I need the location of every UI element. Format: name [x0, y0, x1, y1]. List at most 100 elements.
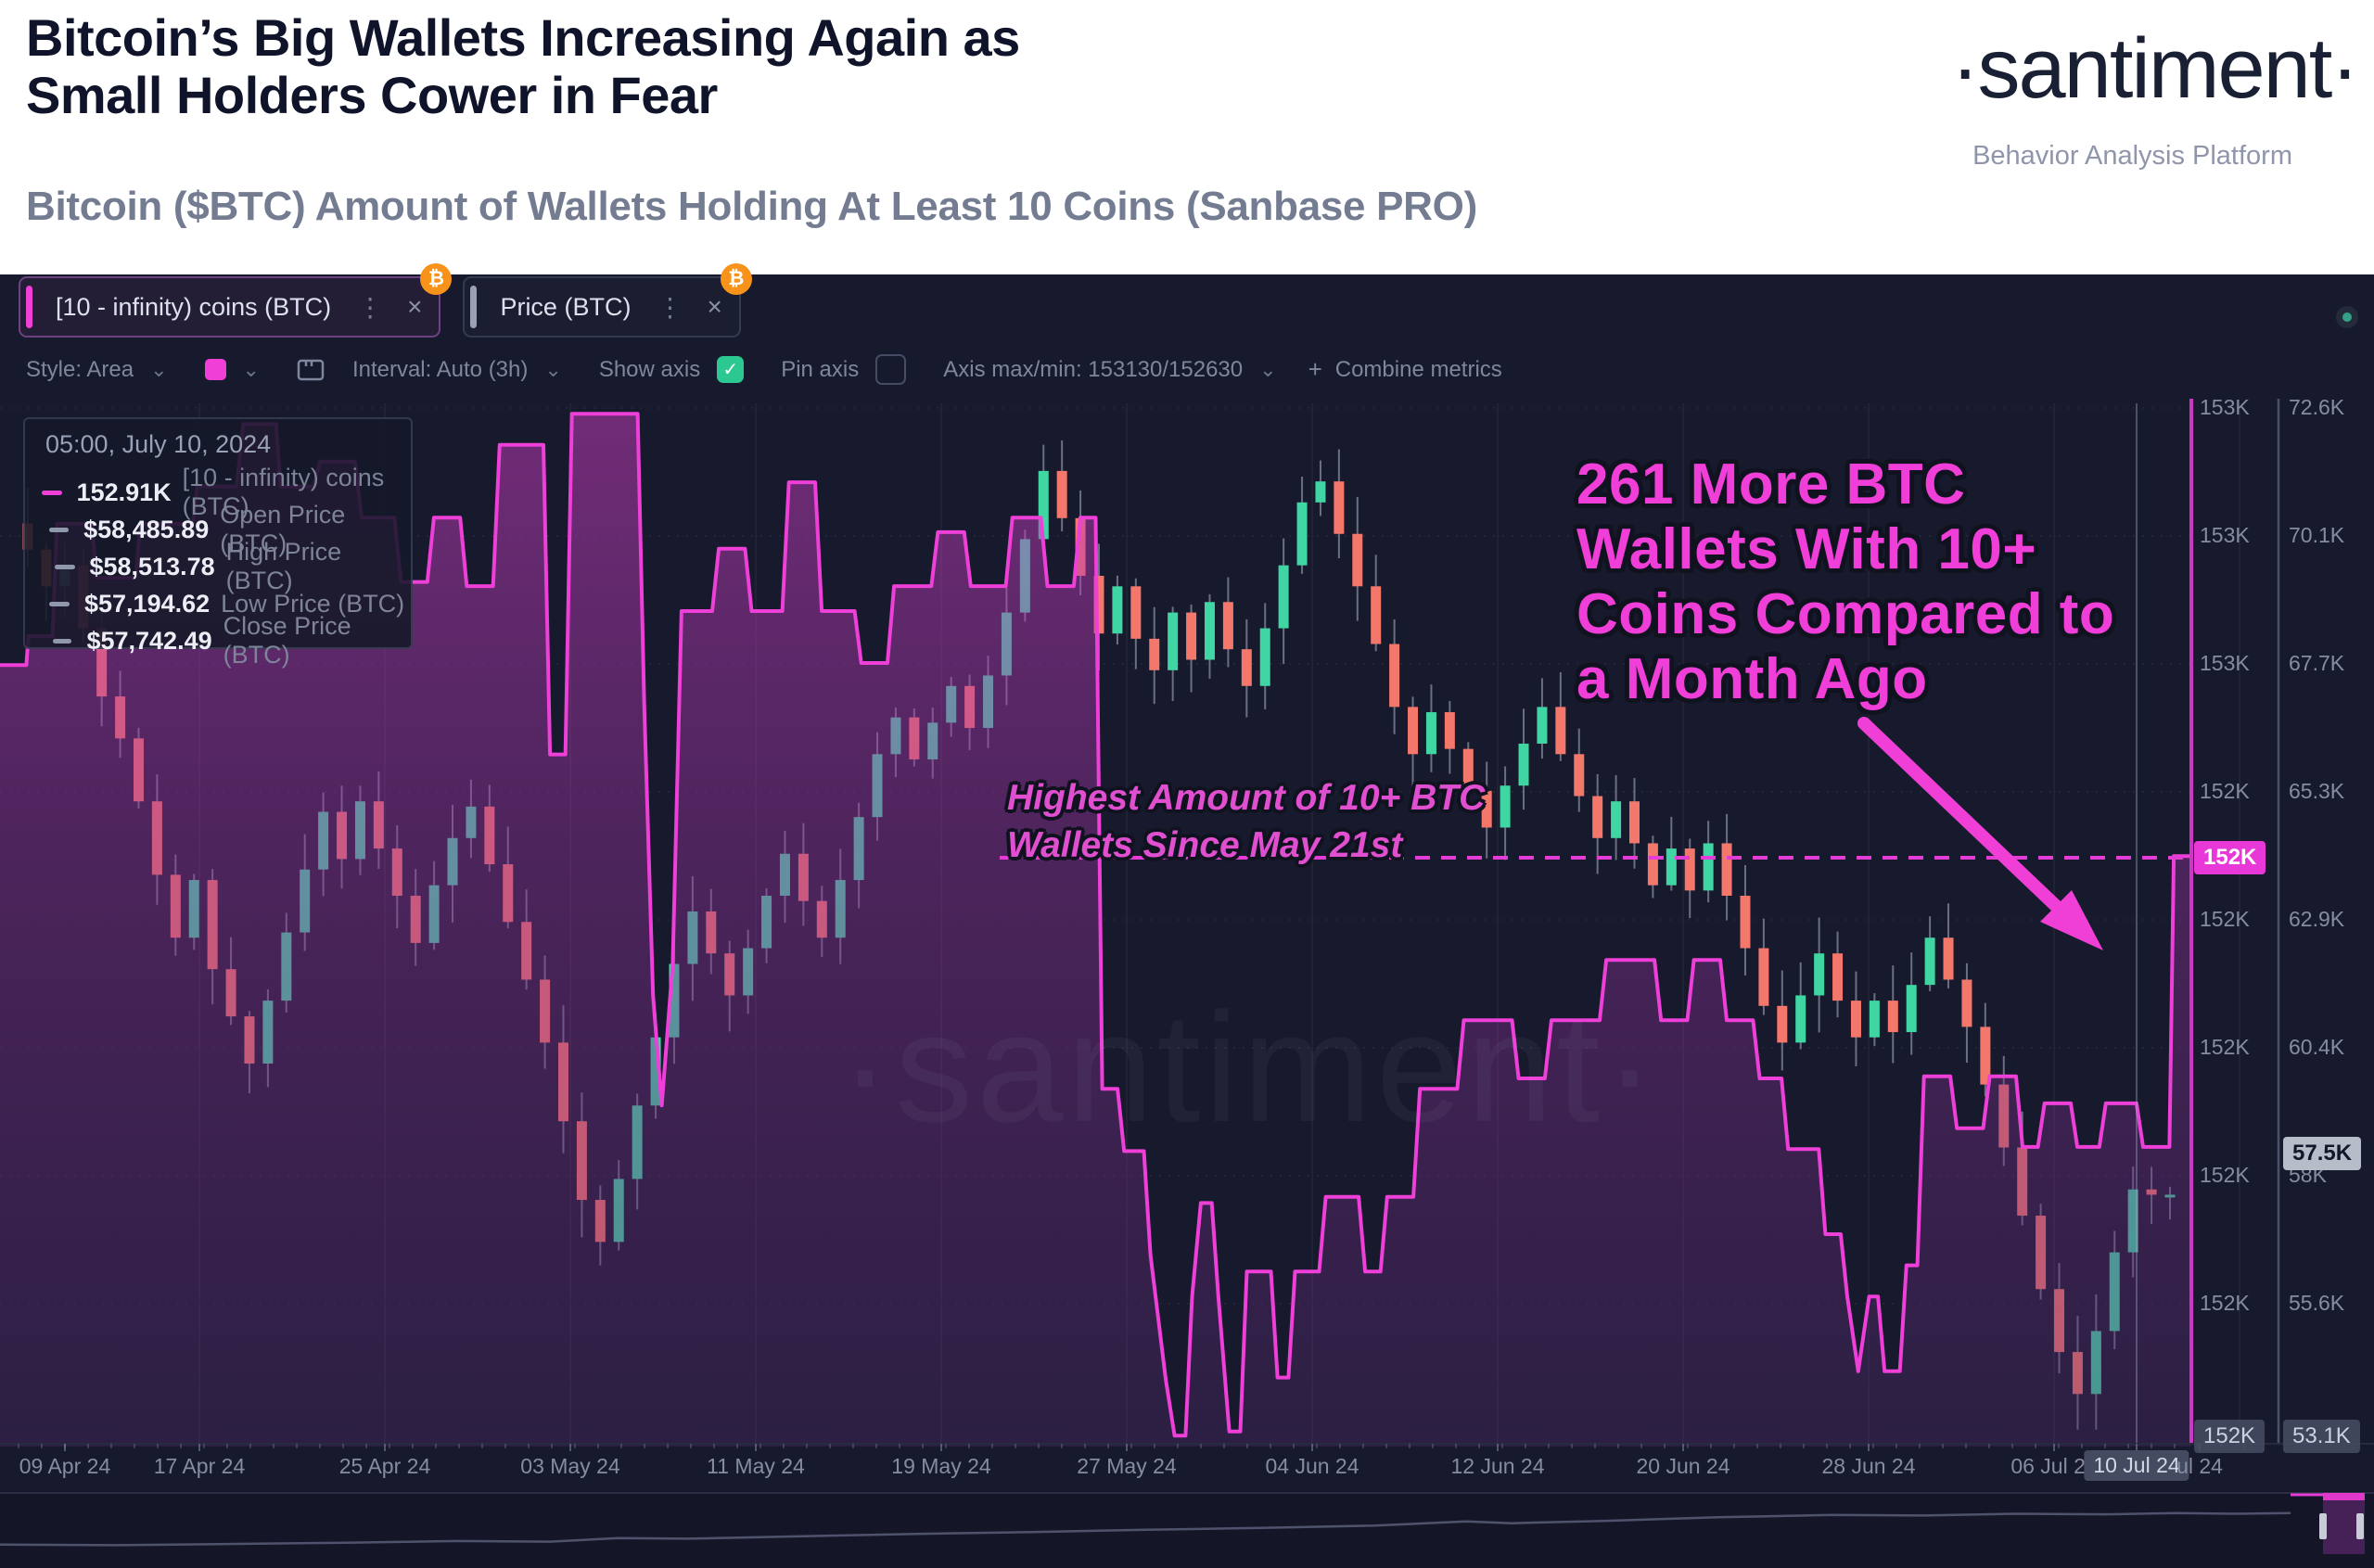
tooltip-row: $58,485.89 Open Price (BTC) — [25, 501, 411, 557]
wallet-axis-label: 152K — [2200, 1163, 2250, 1187]
close-icon[interactable]: × — [707, 292, 722, 321]
date-axis-label: 04 Jun 24 — [1265, 1454, 1359, 1478]
current-price-value-badge: 57.5K — [2283, 1137, 2362, 1170]
style-selector[interactable]: Style: Area — [26, 356, 134, 382]
chevron-down-icon: ⌄ — [1259, 357, 1277, 381]
logo-tagline: Behavior Analysis Platform — [1972, 141, 2292, 171]
wallet-area-series — [0, 412, 2193, 1447]
callout-line: 261 More BTC — [1576, 453, 1966, 516]
series-marker — [55, 564, 75, 569]
date-axis-label: 17 Apr 24 — [153, 1454, 246, 1478]
price-axis-label: 62.9K — [2289, 907, 2345, 931]
tooltip-label: Open Price (BTC) — [220, 501, 346, 557]
tooltip-value: $57,194.62 — [84, 589, 211, 618]
bitcoin-icon: ₿ — [720, 263, 752, 295]
note-line: Wallets Since May 21st — [1007, 824, 1403, 865]
chevron-down-icon: ⌄ — [150, 357, 168, 381]
wallet-axis-label: 153K — [2200, 395, 2250, 419]
navigator-preview-line — [0, 1511, 2291, 1547]
series-marker — [53, 638, 72, 644]
callout-line: Wallets With 10+ — [1576, 517, 2037, 582]
tab-label: Price (BTC) — [500, 292, 632, 321]
axis-maxmin-selector[interactable]: Axis max/min: 153130/152630 — [943, 356, 1244, 382]
navigator[interactable] — [0, 1492, 2374, 1554]
note-line: Highest Amount of 10+ BTC — [1007, 778, 1486, 818]
callout-line: Coins Compared to — [1576, 582, 2115, 647]
status-dot — [2342, 312, 2352, 322]
tooltip-label: High Price (BTC) — [225, 538, 342, 594]
tab-wallet-metric[interactable]: [10 - infinity) coins (BTC) ⋮ × ₿ — [19, 263, 453, 338]
tab-price[interactable]: Price (BTC) ⋮ × ₿ — [463, 263, 752, 338]
date-axis-label: 03 May 24 — [520, 1454, 620, 1478]
price-axis-label: 55.6K — [2289, 1291, 2345, 1315]
date-axis-label: ul 24 — [2176, 1454, 2223, 1478]
price-axis-label: 60.4K — [2289, 1035, 2345, 1059]
date-axis-label: 12 Jun 24 — [1450, 1454, 1545, 1478]
tooltip-value: 152.91K — [76, 478, 172, 506]
wallet-axis-label: 152K — [2200, 907, 2250, 931]
callout-annotation: 261 More BTC Wallets With 10+ Coins Compar… — [1576, 453, 2114, 712]
combine-metrics-button[interactable]: Combine metrics — [1334, 356, 1502, 382]
price-axis-label: 65.3K — [2289, 779, 2345, 803]
wallet-axis-label: 153K — [2200, 651, 2250, 675]
tooltip-rows: 152.91K [10 - infinity) coins (BTC) $58,48… — [25, 464, 411, 669]
date-axis-label: 25 Apr 24 — [338, 1454, 431, 1478]
callout-arrow — [1857, 717, 2103, 950]
price-axis-label: 70.1K — [2289, 523, 2345, 547]
page-header: Bitcoin’s Big Wallets Increasing Again a… — [0, 0, 2374, 274]
price-axis-label: 72.6K — [2289, 395, 2345, 419]
navigator-handle-right[interactable] — [2356, 1513, 2364, 1539]
date-axis-label: 19 May 24 — [891, 1454, 991, 1478]
date-axis-label: 20 Jun 24 — [1636, 1454, 1730, 1478]
navigator-handle-left[interactable] — [2319, 1513, 2327, 1539]
kebab-menu-icon[interactable]: ⋮ — [657, 292, 683, 322]
pin-axis-label: Pin axis — [781, 356, 860, 382]
date-axis-label: 28 Jun 24 — [1821, 1454, 1916, 1478]
chart-settings-button[interactable] — [2336, 306, 2358, 328]
date-axis-label: 11 May 24 — [707, 1454, 805, 1478]
date-axis-label: 27 May 24 — [1077, 1454, 1177, 1478]
wallet-axis-label: 153K — [2200, 523, 2250, 547]
wallet-axis-label: 152K — [2200, 1035, 2250, 1059]
note-annotation: Highest Amount of 10+ BTC Wallets Since M… — [1007, 775, 1485, 869]
color-swatch[interactable] — [204, 359, 226, 380]
navigator-strip[interactable] — [0, 1491, 2374, 1568]
tooltip-row: 152.91K [10 - infinity) coins (BTC) — [25, 464, 411, 520]
chart-toolbar: Style: Area ⌄ ⌄ Interval: Auto (3h) ⌄ Sh… — [26, 354, 1502, 385]
wallet-axis-label: 152K — [2200, 1291, 2250, 1315]
axis-frame-icon[interactable] — [297, 358, 325, 382]
tooltip-label: Low Price (BTC) — [221, 589, 405, 618]
date-axis-label: 09 Apr 24 — [19, 1454, 111, 1478]
tab-accent-bar — [470, 286, 478, 328]
kebab-menu-icon[interactable]: ⋮ — [357, 292, 384, 322]
close-icon[interactable]: × — [407, 292, 423, 321]
tooltip-row: $57,742.49 Close Price (BTC) — [25, 612, 411, 669]
santiment-logo: ·santiment· — [1950, 21, 2359, 116]
current-wallet-value-badge: 152K — [2194, 841, 2266, 874]
price-axis-min-badge: 53.1K — [2283, 1420, 2360, 1453]
page-subtitle: Bitcoin ($BTC) Amount of Wallets Holding… — [26, 184, 1477, 229]
chevron-down-icon: ⌄ — [242, 357, 260, 381]
plus-icon: + — [1308, 355, 1322, 383]
tooltip-label: Close Price (BTC) — [223, 612, 351, 669]
tooltip-value: $58,513.78 — [89, 552, 215, 580]
bitcoin-icon: ₿ — [420, 263, 453, 295]
pin-axis-checkbox[interactable] — [875, 354, 907, 385]
tooltip-value: $58,485.89 — [83, 515, 210, 543]
tab-label: [10 - infinity) coins (BTC) — [56, 292, 332, 321]
show-axis-label: Show axis — [598, 356, 701, 382]
series-marker — [49, 601, 70, 606]
show-axis-checkbox[interactable]: ✓ — [717, 356, 745, 383]
tooltip-label: [10 - infinity) coins (BTC) — [182, 464, 385, 520]
interval-selector[interactable]: Interval: Auto (3h) — [351, 356, 529, 382]
callout-line: a Month Ago — [1576, 647, 1928, 712]
tooltip-value: $57,742.49 — [86, 626, 212, 655]
x-axis — [0, 1443, 2374, 1451]
tab-accent-bar — [26, 286, 32, 328]
tooltip-row: $58,513.78 High Price (BTC) — [25, 538, 411, 594]
wallet-axis-min-badge: 152K — [2194, 1420, 2266, 1453]
tooltip-timestamp: 05:00, July 10, 2024 — [45, 430, 272, 458]
series-marker — [42, 490, 62, 495]
